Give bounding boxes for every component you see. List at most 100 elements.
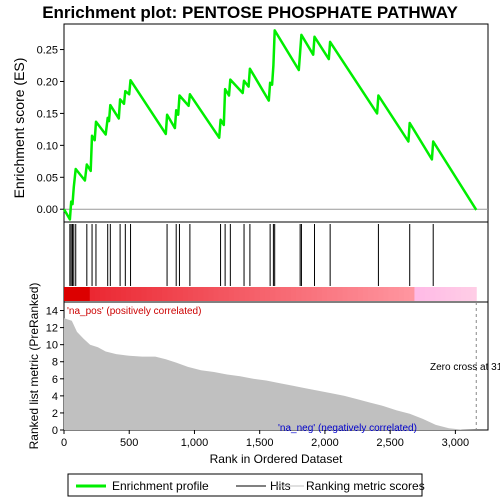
rank-heat-cell [342,287,348,301]
rank-heat-cell [208,287,214,301]
rank-heat-cell [172,287,178,301]
metric-y-tick-label: 10 [46,340,58,352]
es-y-tick-label: 0.25 [37,45,58,57]
rank-heat-cell [249,287,256,301]
rank-heat-cell [234,287,240,301]
x-axis: 0 500 1,000 1,500 2,000 2,500 3,000 [61,430,469,449]
rank-heat-cell [151,287,158,301]
rank-heat-cell [368,287,374,301]
rank-heat-cell [228,287,235,301]
rank-heat-cell [136,287,142,301]
rank-heat-cell [244,287,251,301]
rank-heat-cell [326,287,333,301]
rank-heat-cell [465,287,472,301]
zero-cross-label: Zero cross at 3160 [430,362,500,373]
rank-heat-cell [264,287,271,301]
rank-heat-cell [110,287,117,301]
rank-heat-strip [64,287,477,301]
rank-heat-cell [393,287,400,301]
x-tick-label: 2,500 [376,437,404,449]
rank-heat-cell [275,287,281,301]
es-axis-title: Enrichment score (ES) [11,58,27,199]
es-y-tick-label: 0.10 [37,140,58,152]
legend-profile-label: Enrichment profile [112,479,209,493]
metric-y-tick-label: 6 [52,374,58,386]
neg-correlated-label: 'na_neg' (negatively correlated) [278,423,417,434]
rank-heat-cell [362,287,369,301]
rank-heat-cell [290,287,297,301]
rank-heat-cell [455,287,462,301]
rank-heat-cell [357,287,364,301]
rank-heat-cell [115,287,122,301]
rank-heat-cell [197,287,204,301]
rank-heat-cell [331,287,338,301]
es-panel-frame [63,23,489,223]
es-y-tick-label: 0.00 [37,204,58,216]
rank-heat-cell [105,287,111,301]
rank-heat-cell [125,287,132,301]
enrichment-profile-line [62,29,478,221]
metric-y-tick-label: 8 [52,357,58,369]
rank-heat-cell [120,287,127,301]
rank-heat-cell [100,287,106,301]
x-tick-label: 2,000 [311,437,339,449]
rank-heat-cell [280,287,287,301]
rank-heat-cell [69,287,75,301]
metric-y-tick-label: 4 [52,391,58,403]
metric-y-axis: 0 2 4 6 8 10 12 14 [46,306,64,437]
rank-heat-cell [218,287,225,301]
rank-heat-cell [203,287,209,301]
rank-heat-cell [285,287,292,301]
rank-heat-cell [270,287,276,301]
es-y-tick-label: 0.15 [37,108,58,120]
legend-box [67,473,423,497]
es-y-axis: 0.00 0.05 0.10 0.15 0.20 0.25 [37,45,64,216]
x-tick-label: 3,000 [442,437,470,449]
metric-axis-title: Ranked list metric (PreRanked) [27,283,41,450]
rank-heat-cell [79,287,86,301]
rank-heat-cell [156,287,163,301]
rank-heat-cell [130,287,137,301]
legend-metric-label: Ranking metric scores [306,479,425,493]
rank-heat-cell [306,287,312,301]
rank-heat-cell [316,287,323,301]
rank-heat-cell [192,287,199,301]
rank-heat-cell [321,287,328,301]
rank-heat-cell [471,287,477,301]
rank-heat-cell [398,287,405,301]
rank-heat-cell [378,287,385,301]
rank-heat-cell [161,287,168,301]
rank-heat-cell [445,287,451,301]
rank-heat-cell [223,287,230,301]
rank-heat-cell [141,287,147,301]
x-axis-title: Rank in Ordered Dataset [210,452,343,466]
rank-heat-cell [414,287,421,301]
ranking-metric-area [64,318,477,430]
metric-y-tick-label: 14 [46,306,58,318]
rank-heat-cell [450,287,457,301]
rank-heat-cell [84,287,91,301]
rank-heat-cell [460,287,467,301]
rank-heat-cell [352,287,359,301]
rank-heat-cell [404,287,410,301]
rank-heat-cell [301,287,307,301]
x-tick-label: 0 [61,437,67,449]
rank-heat-cell [311,287,318,301]
metric-y-tick-label: 2 [52,408,58,420]
rank-heat-cell [239,287,245,301]
rank-heat-cell [373,287,379,301]
rank-heat-cell [388,287,395,301]
rank-heat-cell [64,287,70,301]
rank-heat-cell [383,287,390,301]
rank-heat-cell [429,287,436,301]
es-y-tick-label: 0.05 [37,172,58,184]
metric-y-tick-label: 0 [52,425,58,437]
hit-marks [69,224,434,286]
rank-heat-cell [295,287,302,301]
rank-heat-cell [187,287,194,301]
rank-heat-cell [435,287,441,301]
rank-heat-cell [213,287,220,301]
rank-heat-cell [254,287,261,301]
metric-y-tick-label: 12 [46,323,58,335]
